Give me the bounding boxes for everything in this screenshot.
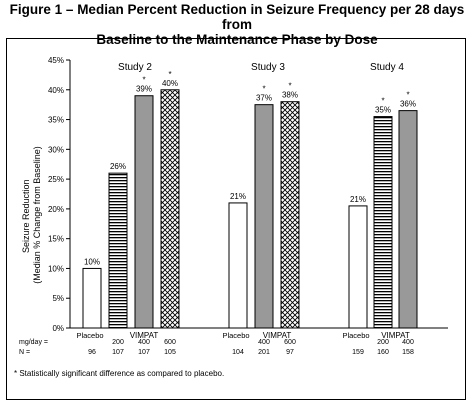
dose-value: 400 [138,339,150,346]
significance-marker: * [142,76,145,85]
y-tick-label: 35% [48,116,64,125]
y-axis-label: Seizure Reduction (Median % Change from … [21,146,42,284]
n-value: 104 [232,349,244,356]
bar-study-2-4 [160,89,180,329]
significance-marker: * [406,91,409,100]
dose-value: 200 [377,339,389,346]
bar-value-label: 39% [136,85,152,94]
bar-value-label: 21% [350,195,366,204]
bar-study-3-1 [228,202,248,329]
vimpat-label: VIMPAT [263,331,292,340]
footnote: * Statistically significant difference a… [14,369,225,378]
n-value: 159 [352,349,364,356]
y-tick-label: 30% [48,145,64,154]
dose-value: 400 [258,339,270,346]
vimpat-label: VIMPAT [381,331,410,340]
y-tick-label: 25% [48,175,64,184]
y-tick-label: 40% [48,86,64,95]
n-value: 107 [112,349,124,356]
bar-value-label: 35% [375,106,391,115]
bar-study-2-3 [134,95,154,329]
placebo-label: Placebo [76,331,103,340]
study-4-title: Study 4 [370,62,404,73]
bar-study-4-1 [348,205,368,329]
dose-value: 600 [164,339,176,346]
n-value: 201 [258,349,270,356]
y-tick-label: 5% [52,294,64,303]
vimpat-label: VIMPAT [130,331,159,340]
study-2-title: Study 2 [118,62,152,73]
dose-row-label: mg/day = [19,339,48,346]
bar-value-label: 38% [282,91,298,100]
study-3-title: Study 3 [251,62,285,73]
n-value: 107 [138,349,150,356]
placebo-label: Placebo [222,331,249,340]
n-value: 160 [377,349,389,356]
significance-marker: * [381,97,384,106]
significance-marker: * [262,85,265,94]
bar-study-4-2 [373,116,393,329]
figure-title-line-1: Figure 1 – Median Percent Reduction in S… [9,2,465,32]
figure-title: Figure 1 – Median Percent Reduction in S… [0,2,474,47]
n-value: 97 [286,349,294,356]
y-tick-label: 20% [48,205,64,214]
bar-value-label: 40% [162,79,178,88]
dose-value: 400 [402,339,414,346]
bar-study-2-2 [108,172,128,329]
significance-marker: * [168,70,171,79]
bar-value-label: 26% [110,162,126,171]
y-tick-label: 10% [48,264,64,273]
bar-value-label: 21% [230,192,246,201]
y-tick-label: 45% [48,56,64,65]
bar-study-4-3 [398,110,418,329]
bar-study-3-2 [254,104,274,329]
placebo-label: Placebo [342,331,369,340]
bar-value-label: 37% [256,94,272,103]
significance-marker: * [288,82,291,91]
n-value: 158 [402,349,414,356]
bar-value-label: 10% [84,257,100,266]
n-row-label: N = [19,349,30,356]
n-value: 105 [164,349,176,356]
bar-value-label: 36% [400,100,416,109]
bar-study-2-1 [82,267,102,329]
chart-frame [6,38,466,400]
dose-value: 200 [112,339,124,346]
y-tick-label: 15% [48,235,64,244]
bar-study-3-3 [280,101,300,329]
figure-title-line-2: Baseline to the Maintenance Phase by Dos… [96,32,378,47]
n-value: 96 [88,349,96,356]
dose-value: 600 [284,339,296,346]
y-tick-label: 0% [52,324,64,333]
